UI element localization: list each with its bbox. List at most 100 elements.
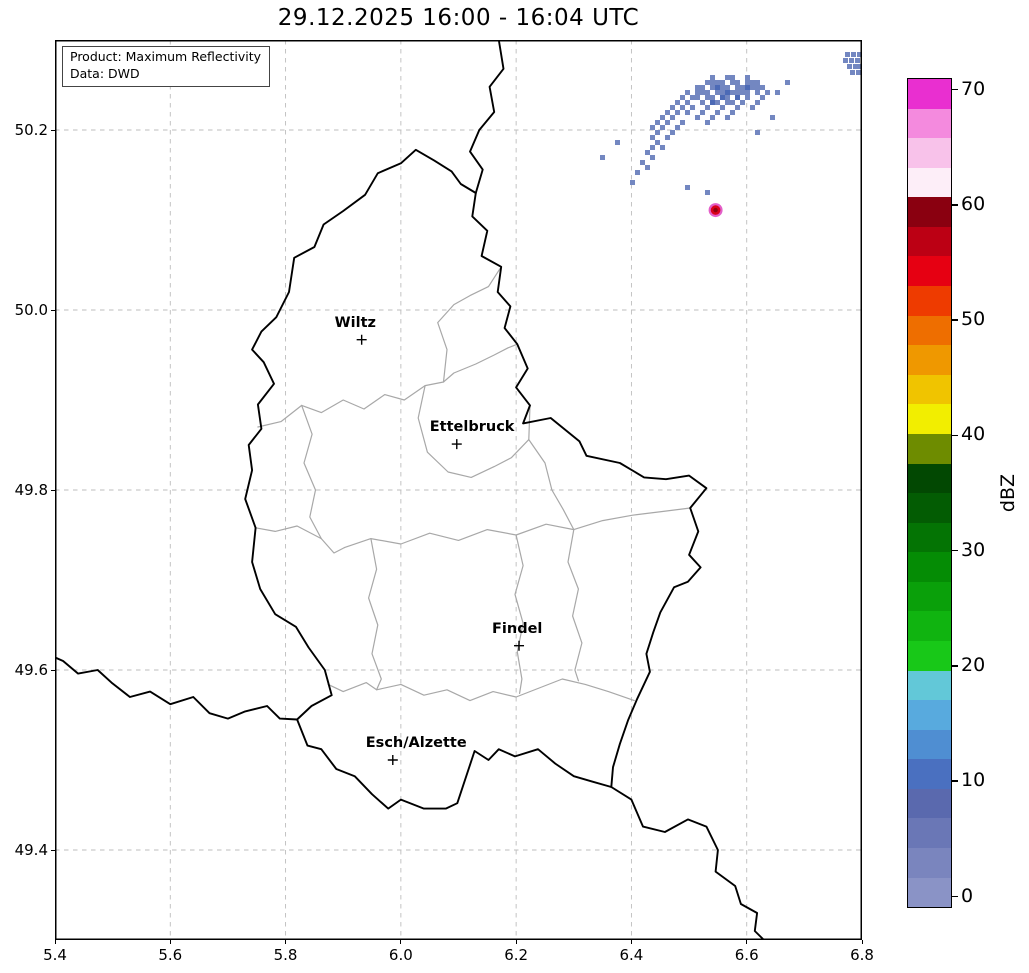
colorbar-tick [952,204,958,206]
radar-echo-cell [856,70,861,75]
radar-echo-cell [710,75,715,80]
colorbar-band [908,315,951,346]
radar-echo-cell [730,90,735,95]
city-marker [514,640,525,651]
colorbar-tick-label: 60 [961,192,986,215]
city-label: Ettelbruck [429,419,515,436]
radar-echo-cell [750,105,755,110]
radar-echo-cell [660,125,665,130]
country-border [610,786,765,940]
radar-echo-cell [710,95,715,100]
colorbar-band [908,226,951,257]
colorbar-band [908,167,951,198]
x-axis-tick-label: 6.8 [850,946,874,964]
radar-echo-cell [730,80,735,85]
y-axis-tick-label: 49.4 [14,840,48,859]
y-axis-tick-label: 50.2 [14,120,48,139]
radar-echo-cell [650,135,655,140]
radar-echo-cell [650,155,655,160]
radar-echo-cell [765,90,770,95]
country-border [55,656,299,721]
radar-echo-cell [725,75,730,80]
radar-echo-cell [755,90,760,95]
colorbar-tick [952,665,958,667]
x-axis-tick [515,940,517,944]
radar-echo-cell [750,85,755,90]
radar-echo-cell [715,90,720,95]
plot-title: 29.12.2025 16:00 - 16:04 UTC [277,5,640,31]
colorbar-band [908,877,951,908]
radar-echo-cell [710,115,715,120]
radar-echo-cell [720,105,725,110]
x-axis-tick-label: 5.6 [158,946,183,964]
radar-echo-cell [760,85,765,90]
x-axis-tick [54,940,56,944]
radar-echo-cell [725,100,730,105]
radar-echo-cell [655,130,660,135]
radar-echo-cell [755,100,760,105]
x-axis-tick-label: 6.6 [734,946,759,964]
x-axis-tick [400,940,402,944]
radar-echo-cell [775,90,780,95]
colorbar-band [908,581,951,612]
colorbar-band [908,433,951,464]
radar-echo-cell [695,85,700,90]
radar-echo-cell-mid [745,85,750,90]
colorbar-band [908,197,951,227]
colorbar-band [908,759,951,789]
radar-echo-cell [700,110,705,115]
y-axis-tick-label: 49.6 [14,660,48,679]
radar-echo-cell [675,100,680,105]
colorbar-tick-label: 30 [961,538,986,561]
radar-echo-cell [849,58,854,63]
radar-echo-cell [735,85,740,90]
radar-echo-cell [665,110,670,115]
radar-echo-cell [600,155,605,160]
radar-echo-cell [725,85,730,90]
radar-echo-cell [735,105,740,110]
y-axis-tick [51,849,55,851]
y-axis-tick [51,309,55,311]
colorbar-tick [952,88,958,91]
x-axis-tick [630,940,632,944]
radar-echo-cell [665,135,670,140]
radar-echo-cell [847,64,852,69]
colorbar-band [908,818,951,849]
city-label: Esch/Alzette [365,735,467,751]
country-border [244,148,708,810]
colorbar-band [908,79,951,109]
radar-echo-cell [735,90,740,95]
x-axis-tick-label: 6.0 [388,946,413,964]
radar-echo-cell [705,80,710,85]
radar-echo-cell [720,90,725,95]
colorbar-band [908,256,951,287]
radar-echo-cell [695,95,700,100]
radar-echo-cell [635,170,640,175]
radar-echo-cell [770,115,775,120]
radar-echo-cell [685,90,690,95]
radar-echo-cell [665,120,670,125]
colorbar-band [908,611,951,641]
info-data-line: Data: DWD [70,65,140,81]
radar-echo-cell [660,145,665,150]
storm-cell-core [713,207,718,213]
radar-echo-cell [851,52,856,57]
info-box: Product: Maximum Reflectivity Data: DWD [62,46,271,87]
radar-echo-cell [857,52,862,57]
district-border [368,538,382,691]
colorbar-tick [952,780,958,782]
radar-echo-cell [845,52,850,57]
city-marker [387,755,398,765]
radar-echo-cell [670,115,675,120]
colorbar-tick [952,319,958,321]
district-border [528,439,575,531]
radar-echo-cell [675,110,680,115]
radar-echo-cell [750,80,755,85]
colorbar-band [908,522,951,553]
district-border [255,525,322,540]
radar-echo-cell [725,115,730,120]
info-product-line: Product: Maximum Reflectivity [70,49,262,64]
radar-echo-cell-mid [715,85,720,90]
city-label: Wiltz [334,314,376,331]
colorbar-band [908,788,951,819]
